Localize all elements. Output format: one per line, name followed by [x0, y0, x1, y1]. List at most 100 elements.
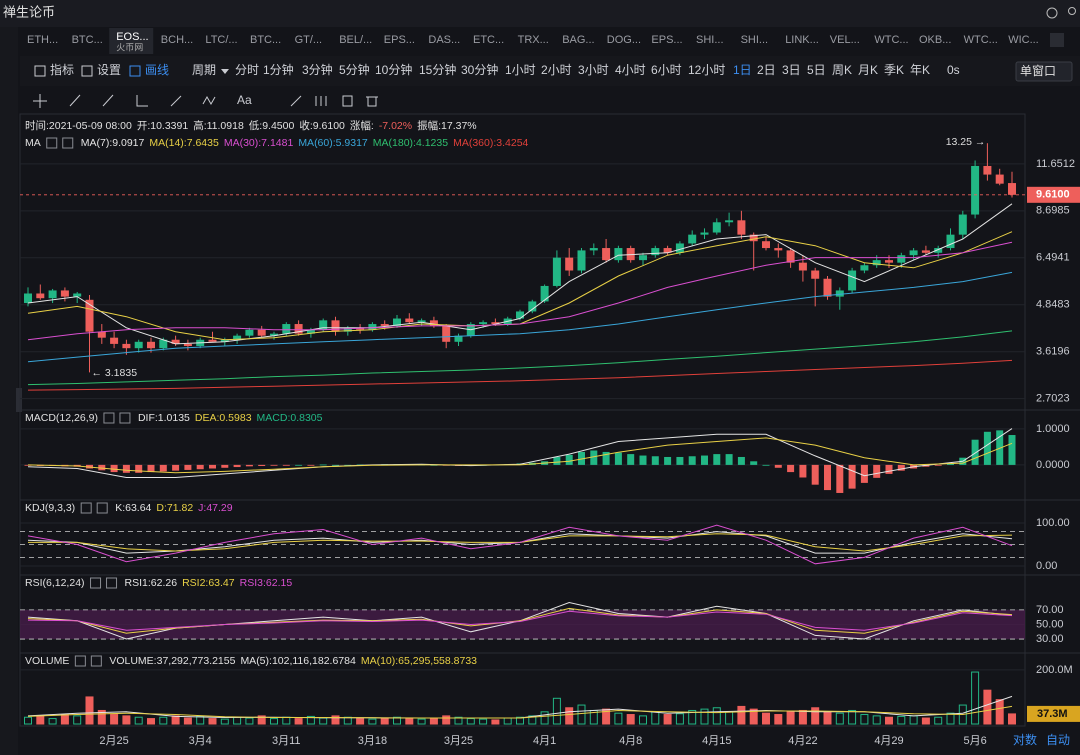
tool-measure[interactable]	[315, 96, 327, 106]
candle-body	[417, 320, 426, 323]
macd-bar	[172, 464, 180, 471]
tabs-more[interactable]	[1050, 33, 1064, 47]
volume-bar	[946, 712, 955, 725]
settings-icon[interactable]	[74, 655, 86, 667]
window-button[interactable]	[1015, 61, 1073, 82]
y-tick-label: 1.0000	[1036, 423, 1070, 435]
period-option[interactable]: 3日	[782, 63, 801, 77]
volume-bar	[270, 718, 278, 725]
period-option[interactable]: 2小时	[541, 63, 572, 77]
macd-bar	[590, 450, 598, 465]
period-option[interactable]: 1小时	[505, 63, 536, 77]
volume-bar	[848, 709, 857, 725]
tab-label[interactable]: OKB...	[919, 34, 951, 46]
period-option[interactable]: 年K	[910, 63, 930, 77]
tab-label[interactable]: DAS...	[428, 34, 460, 46]
settings-icon[interactable]	[80, 502, 92, 514]
volume-bar	[602, 708, 611, 725]
bell-icon[interactable]	[1046, 7, 1058, 19]
tool-lock[interactable]	[342, 95, 353, 107]
period-option[interactable]: 15分钟	[419, 62, 456, 77]
tab-label[interactable]: DOG...	[607, 34, 641, 46]
period-option[interactable]: 12小时	[688, 63, 725, 77]
period-option[interactable]: 10分钟	[375, 62, 412, 77]
close-icon[interactable]	[90, 655, 102, 667]
tab-label[interactable]: WTC...	[874, 34, 908, 46]
period-option[interactable]: 4小时	[615, 63, 646, 77]
period-option[interactable]: 30分钟	[461, 62, 498, 77]
tool-text[interactable]: Aa	[237, 93, 252, 107]
candle-body	[294, 324, 303, 334]
candle-body	[540, 285, 549, 302]
close-icon[interactable]	[96, 502, 108, 514]
tab-label[interactable]: LINK...	[785, 34, 819, 46]
window-label[interactable]: 单窗口	[1020, 64, 1056, 78]
tab-label[interactable]: BEL/...	[339, 34, 372, 46]
tool-ray[interactable]	[102, 94, 114, 107]
user-icon[interactable]	[1068, 7, 1076, 15]
tab-label[interactable]: ETH...	[27, 34, 58, 46]
sidebar-handle[interactable]	[16, 388, 22, 412]
settings-icon[interactable]	[103, 412, 115, 424]
period-option[interactable]: 季K	[884, 63, 904, 77]
volume-bar	[257, 715, 266, 725]
tab-label[interactable]: BTC...	[72, 34, 103, 46]
period-option[interactable]: 1分钟	[263, 62, 294, 77]
macd-bar	[565, 454, 573, 465]
legend-entry: 收:9.6100	[299, 119, 345, 132]
macd-bar	[701, 455, 708, 465]
period-option[interactable]: 2日	[757, 63, 776, 77]
toolbar-button[interactable]: 画线	[145, 63, 169, 77]
tab-label[interactable]: BAG...	[562, 34, 594, 46]
tab-label[interactable]: TRX...	[518, 34, 549, 46]
tab-label[interactable]: SHI...	[696, 34, 724, 46]
footer-button[interactable]: 对数	[1013, 732, 1037, 747]
period-option[interactable]: 6小时	[651, 63, 682, 77]
tool-pen[interactable]	[170, 95, 182, 107]
tab-label[interactable]: WTC...	[964, 34, 998, 46]
macd-bar	[122, 464, 130, 473]
legend-entry: D:71.82	[156, 502, 193, 514]
tab-label[interactable]: BCH...	[161, 34, 193, 46]
tab-label[interactable]: EPS...	[651, 34, 682, 46]
macd-bar	[639, 455, 647, 465]
tool-brush[interactable]	[290, 95, 302, 107]
period-option[interactable]: 3分钟	[302, 62, 333, 77]
tab-label[interactable]: SHI...	[741, 34, 769, 46]
settings-icon[interactable]	[90, 577, 102, 589]
settings-icon[interactable]	[46, 137, 58, 149]
tool-delete[interactable]	[366, 96, 378, 107]
tab-label[interactable]: GT/...	[295, 34, 323, 46]
tab-label[interactable]: EPS...	[384, 34, 415, 46]
footer-button[interactable]: 自动	[1046, 733, 1070, 747]
legend-entry: RSI3:62.15	[240, 577, 293, 589]
macd-bar	[614, 452, 622, 465]
close-icon[interactable]	[106, 577, 118, 589]
legend-entry: 涨幅:	[350, 119, 374, 132]
close-icon[interactable]	[119, 412, 131, 424]
volume-bar	[368, 718, 377, 725]
y-tick-label: 3.6196	[1036, 346, 1070, 358]
toolbar-button[interactable]: 设置	[97, 63, 121, 77]
tab-label[interactable]: ETC...	[473, 34, 504, 46]
period-option[interactable]: 分时	[235, 63, 259, 77]
toolbar-button[interactable]: 指标	[50, 62, 74, 77]
period-option[interactable]: 1日	[733, 63, 752, 77]
tool-line[interactable]	[69, 94, 81, 107]
tab-label[interactable]: LTC/...	[205, 34, 237, 46]
tab-label[interactable]: WIC...	[1008, 34, 1039, 46]
tab-label[interactable]: EOS...	[116, 31, 148, 43]
candle-body	[380, 324, 389, 326]
tool-angle[interactable]	[136, 95, 148, 107]
tab-label[interactable]: VEL...	[830, 34, 860, 46]
period-option[interactable]: 5分钟	[339, 62, 370, 77]
tab-label[interactable]: BTC...	[250, 34, 281, 46]
period-option[interactable]: 5日	[807, 63, 826, 77]
period-option[interactable]: 周K	[832, 63, 852, 77]
tool-wave[interactable]	[202, 95, 216, 106]
period-option[interactable]: 3小时	[578, 63, 609, 77]
close-icon[interactable]	[62, 137, 74, 149]
period-label[interactable]: 周期	[192, 63, 216, 77]
period-option[interactable]: 月K	[858, 63, 878, 77]
candle-body	[614, 248, 623, 261]
